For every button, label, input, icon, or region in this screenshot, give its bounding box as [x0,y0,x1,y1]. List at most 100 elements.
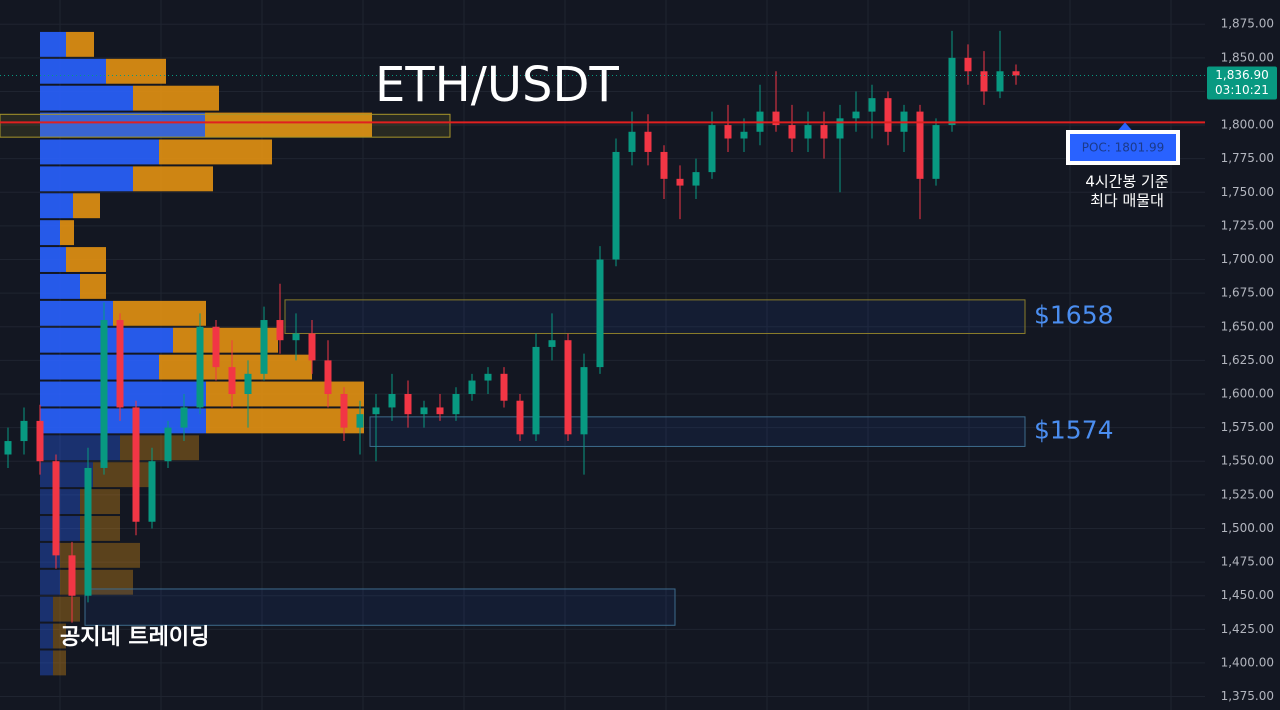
y-tick-label: 1,450.00 [1221,588,1274,602]
candle-body [212,326,220,368]
y-tick-label: 1,425.00 [1221,622,1274,636]
profile-buy [40,193,73,219]
profile-buy [40,623,53,649]
candle-body [740,131,748,139]
candle-body [580,367,588,435]
candle-body [68,555,76,596]
candle-body [164,427,172,462]
candle-body [836,118,844,139]
profile-sell [113,300,206,326]
candle-body [532,346,540,435]
candle-body [340,393,348,428]
y-tick-label: 1,775.00 [1221,151,1274,165]
candle-body [452,393,460,415]
candle-body [372,407,380,415]
y-tick-label: 1,800.00 [1221,118,1274,132]
profile-buy [40,58,106,84]
profile-buy [40,489,80,515]
zone-label: $1574 [1034,416,1114,445]
profile-buy [40,462,93,488]
candle-body [276,320,284,341]
profile-buy [40,139,159,165]
y-tick-label: 1,675.00 [1221,286,1274,300]
profile-buy [40,569,60,595]
y-tick-label: 1,650.00 [1221,319,1274,333]
price-zone [84,588,676,626]
price-zone [369,416,1026,447]
candle-body [324,360,332,394]
candle-body [20,420,28,442]
candle-body [964,57,972,72]
y-tick-label: 1,600.00 [1221,386,1274,400]
poc-label-box [1070,134,1176,161]
profile-sell [133,85,219,111]
candle-body [388,393,396,408]
profile-buy [40,85,133,111]
candle-body [868,98,876,112]
candle-body [644,131,652,152]
candle-body [948,57,956,126]
profile-sell [106,58,166,84]
candle-body [468,380,476,394]
candle-body [1012,71,1020,76]
profile-buy [40,516,80,541]
y-tick-label: 1,475.00 [1221,555,1274,569]
candle-body [196,326,204,408]
candle-body [884,98,892,132]
candle-body [804,125,812,139]
y-tick-label: 1,525.00 [1221,487,1274,501]
candle-body [596,259,604,368]
profile-sell [66,247,106,272]
candle-body [116,320,124,408]
profile-sell [133,166,213,192]
candle-body [292,333,300,341]
zone-label: $1658 [1034,301,1114,330]
poc-zone [0,113,451,138]
candle-body [564,340,572,435]
candle-body [788,125,796,139]
profile-buy [40,31,66,57]
y-tick-label: 1,625.00 [1221,353,1274,367]
candle-body [100,320,108,468]
candle-body [308,333,316,361]
y-tick-label: 1,575.00 [1221,420,1274,434]
y-tick-label: 1,550.00 [1221,454,1274,468]
candle-body [420,407,428,415]
candle-body [436,407,444,415]
candle-body [228,367,236,394]
y-tick-label: 1,500.00 [1221,521,1274,535]
candle-body [692,172,700,186]
profile-sell [73,193,100,219]
candle-body [260,320,268,374]
candle-body [484,373,492,381]
profile-sell [53,596,80,622]
y-tick-label: 1,725.00 [1221,218,1274,232]
profile-sell [80,273,106,299]
profile-buy [40,354,159,380]
candle-body [932,125,940,179]
candle-body [772,111,780,126]
candle-body [548,340,556,347]
price-zone [284,299,1026,334]
candle-body [356,414,364,428]
candle-body [676,178,684,186]
y-tick-label: 1,400.00 [1221,655,1274,669]
candle-body [980,71,988,92]
candle-body [516,400,524,435]
candle-body [628,131,636,152]
profile-buy [40,408,206,434]
profile-buy [40,166,133,192]
profile-buy [40,247,66,272]
candle-body [708,125,716,173]
profile-buy [40,273,80,299]
profile-sell [60,220,74,246]
profile-buy [40,435,120,461]
candle-body [612,151,620,260]
candle-body [916,111,924,179]
profile-sell [53,623,66,649]
last-price-label: 1,836.90 [1215,68,1268,82]
profile-buy [40,650,53,676]
profile-sell [66,31,94,57]
candle-body [36,420,44,462]
